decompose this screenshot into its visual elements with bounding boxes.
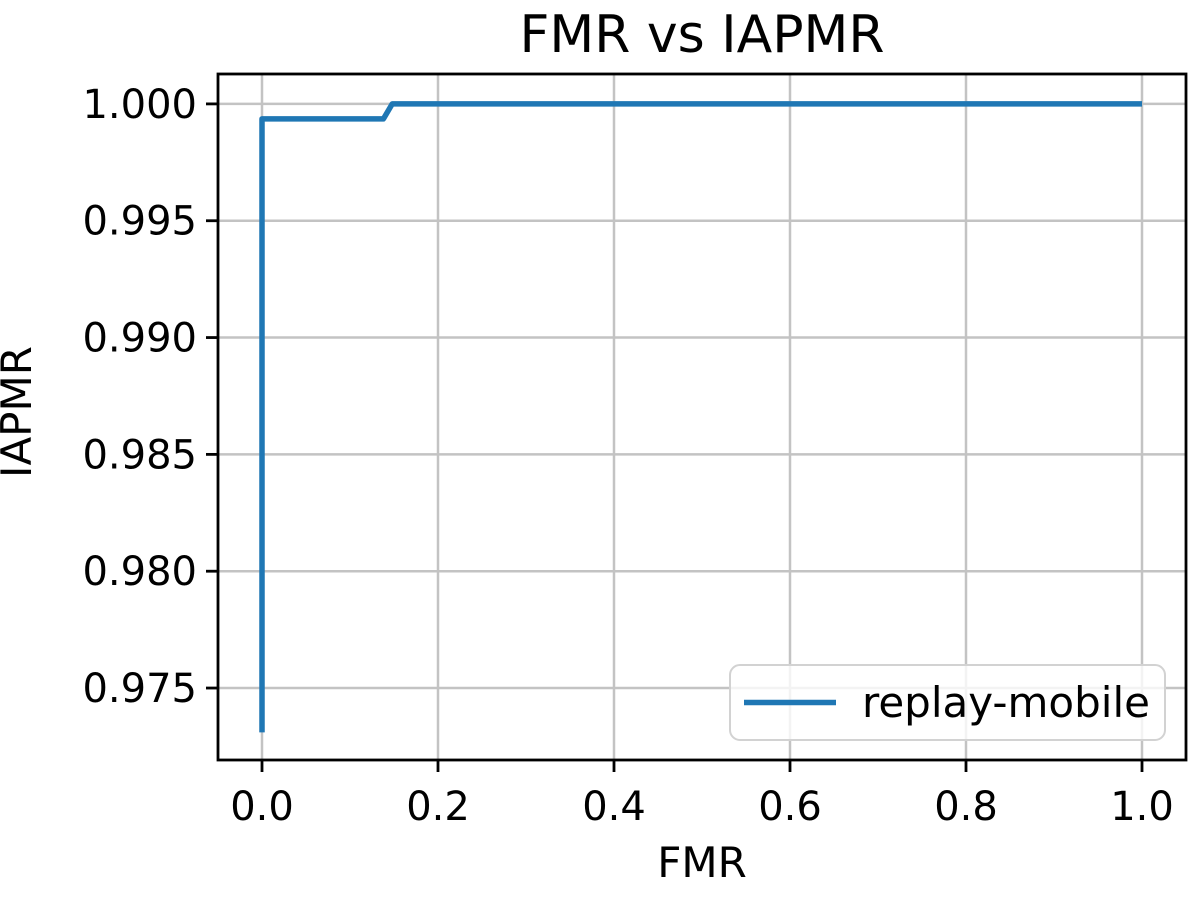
series-line (259, 101, 1142, 733)
x-tick-label: 0.6 (758, 784, 822, 830)
y-tick-label: 0.995 (82, 199, 197, 245)
x-tick-label: 0.4 (582, 784, 646, 830)
gridlines-group (218, 74, 1186, 760)
x-tick-label: 0.0 (230, 784, 294, 830)
y-tick-label: 0.975 (82, 666, 197, 712)
y-tick-label: 0.985 (82, 432, 197, 478)
x-tick-label: 1.0 (1110, 784, 1174, 830)
x-tick-label: 0.2 (406, 784, 470, 830)
legend-box (729, 664, 1166, 741)
y-tick-label: 0.980 (82, 549, 197, 595)
y-tick-labels-group: 0.975 0.980 0.985 0.990 0.995 1.000 (82, 82, 197, 712)
plot-area-spines (216, 72, 1188, 762)
chart-title: FMR vs IAPMR (519, 5, 884, 65)
y-ticks-group (206, 102, 218, 690)
x-tick-label: 0.8 (934, 784, 998, 830)
series-group (259, 101, 1142, 733)
x-axis-label: FMR (657, 838, 747, 887)
y-tick-label: 1.000 (82, 82, 197, 128)
x-tick-labels-group: 0.0 0.2 0.4 0.6 0.8 1.0 (230, 784, 1174, 830)
y-axis-label: IAPMR (0, 346, 41, 478)
y-tick-label: 0.990 (82, 316, 197, 362)
legend-label: replay-mobile (862, 678, 1150, 727)
legend: replay-mobile (729, 664, 1166, 741)
x-ticks-group (260, 760, 1144, 772)
